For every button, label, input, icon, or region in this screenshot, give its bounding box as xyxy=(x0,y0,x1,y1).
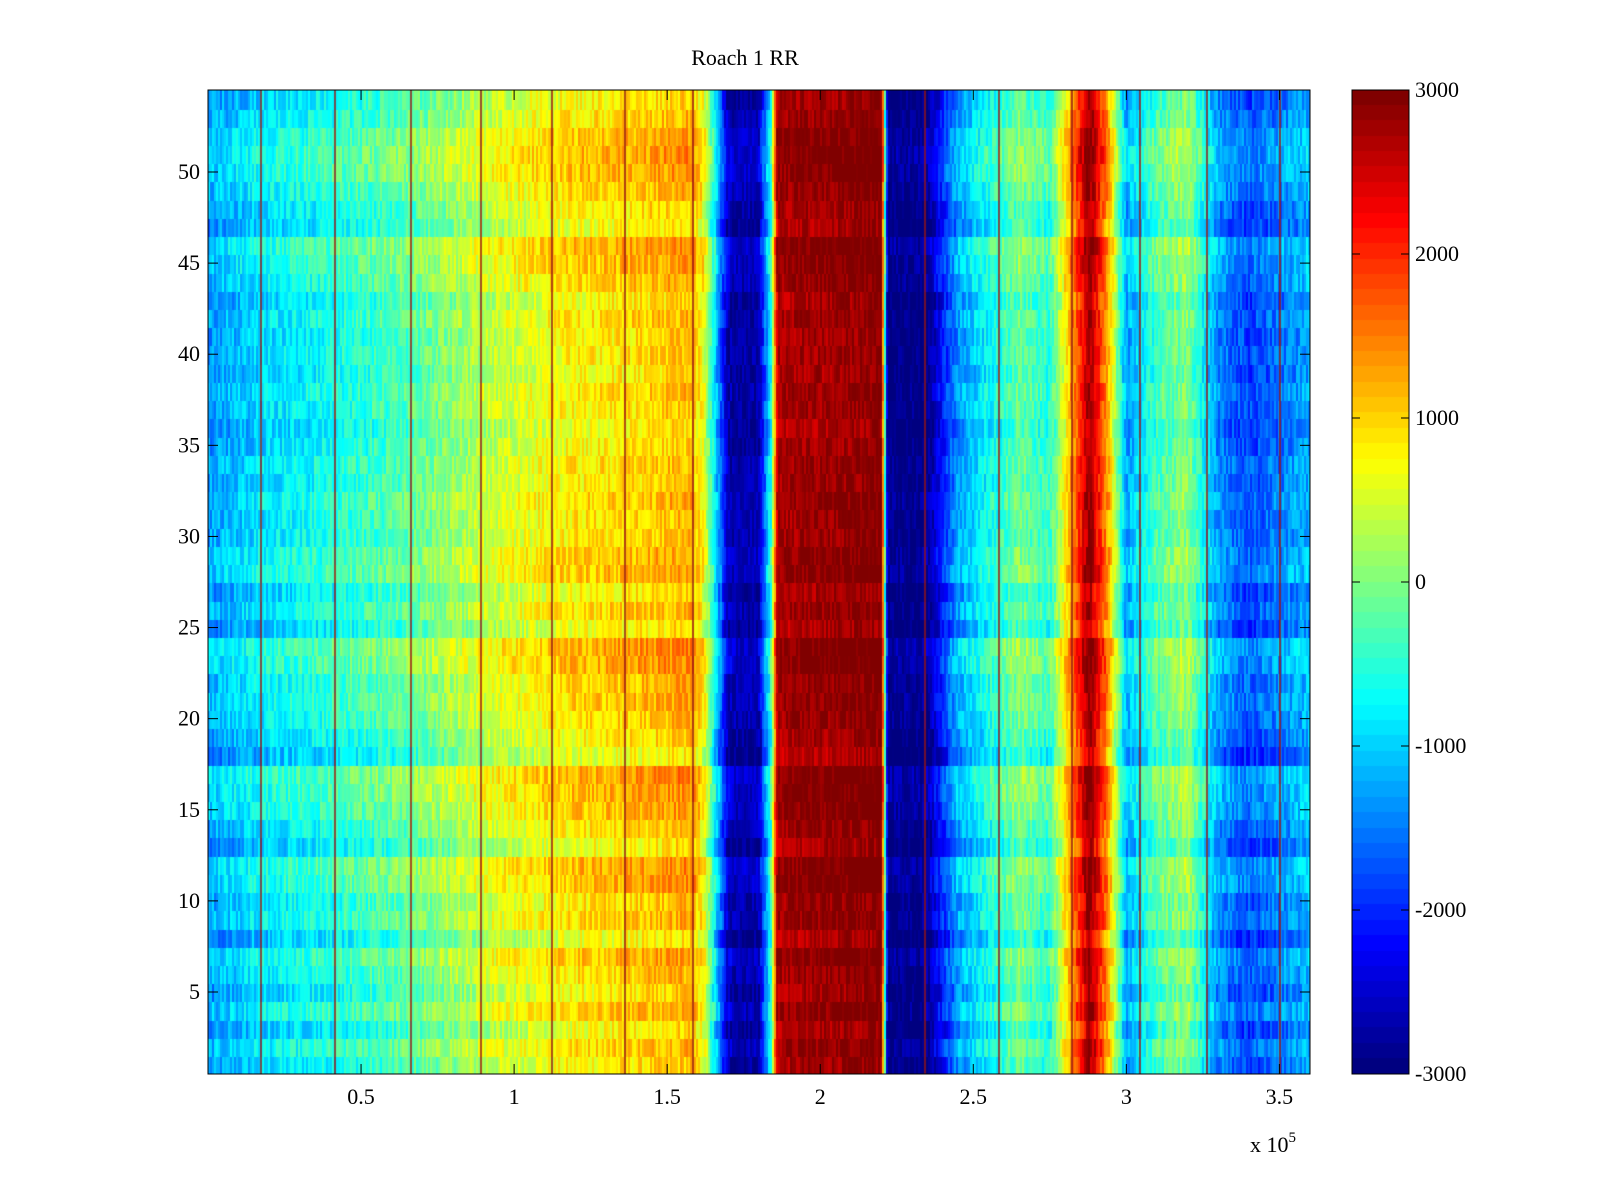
y-tick-label: 30 xyxy=(178,523,200,548)
y-tick-label: 35 xyxy=(178,432,200,457)
colorbar-tick-label: -1000 xyxy=(1415,733,1466,758)
x-tick-label: 3.5 xyxy=(1266,1084,1294,1109)
x-tick-label: 0.5 xyxy=(347,1084,375,1109)
y-tick-label: 15 xyxy=(178,797,200,822)
y-tick-label: 25 xyxy=(178,615,200,640)
x-axis-ticks: 0.5 1 1.5 2 2.5 3 3.5 xyxy=(347,90,1293,1109)
colorbar-tick-label: -3000 xyxy=(1415,1061,1466,1086)
x-tick-label: 3 xyxy=(1121,1084,1132,1109)
chart-title: Roach 1 RR xyxy=(691,45,799,70)
plot-frame xyxy=(207,89,1311,1075)
colorbar: 3000 2000 1000 0 -1000 -2000 -3000 xyxy=(1351,77,1466,1086)
y-tick-label: 40 xyxy=(178,341,200,366)
colorbar-tick-label: 2000 xyxy=(1415,241,1459,266)
heatmap-area xyxy=(208,90,1310,1074)
colorbar-tick-label: 1000 xyxy=(1415,405,1459,430)
x-tick-label: 1 xyxy=(509,1084,520,1109)
y-tick-label: 50 xyxy=(178,159,200,184)
colorbar-tick-label: -2000 xyxy=(1415,897,1466,922)
y-axis-ticks: 5 10 15 20 25 30 35 40 45 50 xyxy=(178,159,1310,1004)
y-tick-label: 5 xyxy=(189,979,200,1004)
colorbar-ticks: 3000 2000 1000 0 -1000 -2000 -3000 xyxy=(1352,77,1466,1086)
x-tick-label: 2 xyxy=(815,1084,826,1109)
y-tick-label: 20 xyxy=(178,706,200,731)
x-multiplier-label: x 105 xyxy=(1250,1130,1296,1157)
y-tick-label: 10 xyxy=(178,888,200,913)
y-tick-label: 45 xyxy=(178,250,200,275)
colorbar-gradient xyxy=(1352,90,1409,1074)
x-tick-label: 2.5 xyxy=(960,1084,988,1109)
heatmap-image xyxy=(208,90,1310,1074)
x-tick-label: 1.5 xyxy=(653,1084,681,1109)
colorbar-tick-label: 3000 xyxy=(1415,77,1459,102)
colorbar-tick-label: 0 xyxy=(1415,569,1426,594)
